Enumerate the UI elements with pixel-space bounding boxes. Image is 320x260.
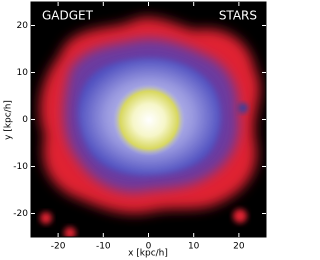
satellite xyxy=(64,227,76,237)
annotation: STARS xyxy=(219,9,257,23)
y-tick-label: -20 xyxy=(13,209,28,219)
y-axis-label: y [kpc/h] xyxy=(4,100,14,140)
y-tick-label: 10 xyxy=(17,68,29,78)
x-tick-label: 10 xyxy=(188,242,200,252)
satellite xyxy=(238,103,248,113)
satellite xyxy=(40,212,52,224)
core xyxy=(113,84,185,156)
x-tick-label: -20 xyxy=(51,242,66,252)
annotation: GADGET xyxy=(42,9,94,23)
x-tick-label: 0 xyxy=(146,242,152,252)
y-tick-label: -10 xyxy=(13,162,28,172)
x-tick-label: -10 xyxy=(96,242,111,252)
x-tick-label: 20 xyxy=(233,242,245,252)
density-map xyxy=(31,2,266,237)
x-axis-label: x [kpc/h] xyxy=(128,249,168,259)
y-tick-label: 0 xyxy=(22,115,28,125)
satellite xyxy=(233,209,247,223)
chart: GADGET STARS x [kpc/h] y [kpc/h] -20 -10 0… xyxy=(4,1,267,259)
y-tick-label: 20 xyxy=(17,21,29,31)
